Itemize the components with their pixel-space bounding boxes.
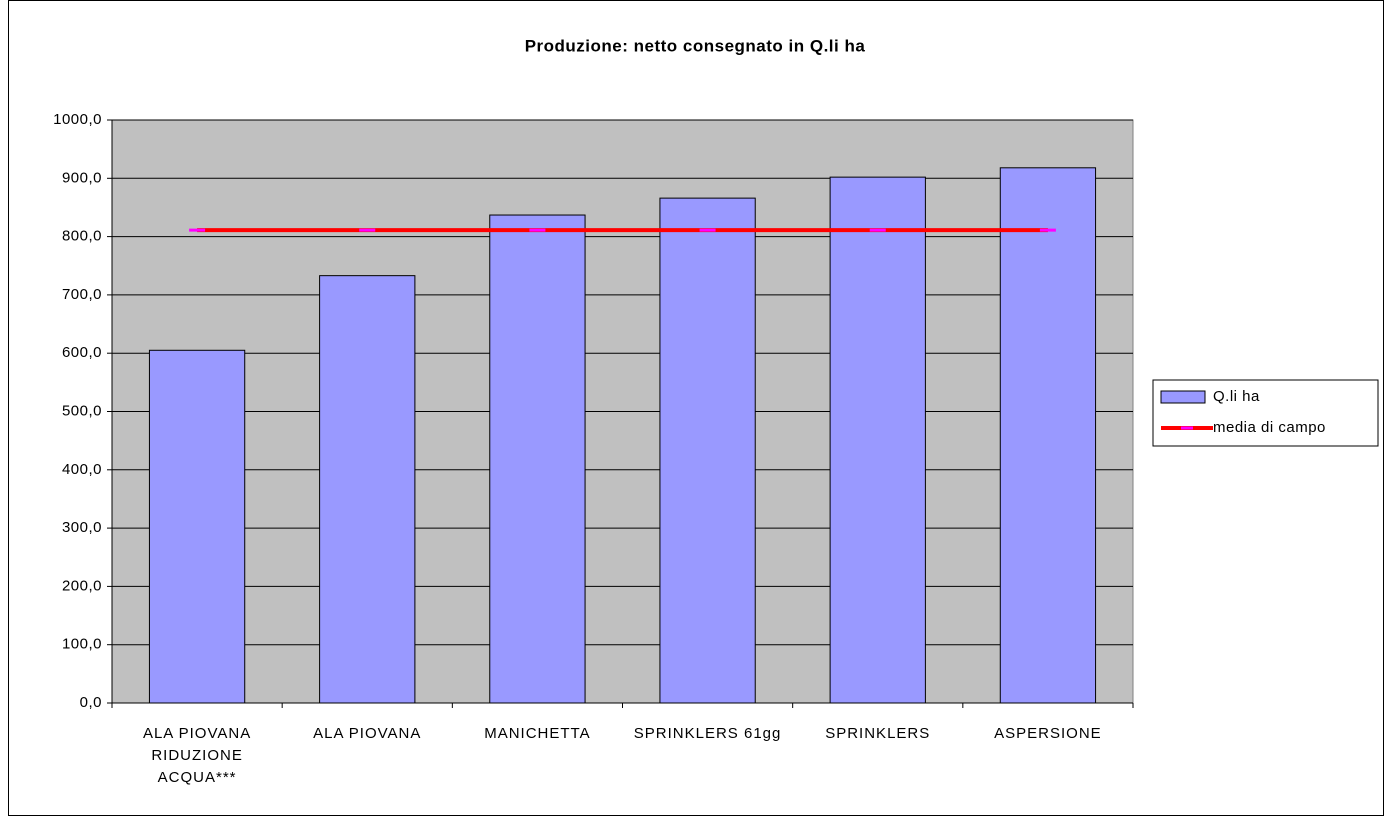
x-tick-label: ALA PIOVANA [313, 725, 422, 742]
y-tick-label: 0,0 [80, 694, 102, 711]
y-tick-label: 300,0 [62, 519, 102, 536]
y-tick-label: 800,0 [62, 228, 102, 245]
y-tick-label: 600,0 [62, 344, 102, 361]
legend-label: media di campo [1213, 419, 1326, 436]
legend-box [1152, 379, 1379, 447]
x-tick-label: MANICHETTA [484, 725, 591, 742]
chart-title: Produzione: netto consegnato in Q.li ha [525, 36, 866, 55]
x-tick-label: SPRINKLERS 61gg [633, 725, 782, 742]
x-tick-label: ASPERSIONE [994, 725, 1102, 742]
bar [999, 167, 1097, 704]
bar [829, 176, 926, 704]
y-tick-label: 700,0 [62, 286, 102, 303]
y-tick-label: 900,0 [62, 169, 102, 186]
y-tick-label: 1000,0 [53, 111, 102, 128]
legend-swatch [1160, 390, 1206, 404]
x-tick-label: ALA PIOVANA RIDUZIONE ACQUA*** [142, 725, 252, 786]
y-tick-label: 500,0 [62, 402, 102, 419]
x-tick-label: SPRINKLERS [825, 725, 931, 742]
y-tick-label: 100,0 [62, 636, 102, 653]
bar [489, 214, 586, 704]
y-tick-label: 400,0 [62, 461, 102, 478]
bar [659, 197, 756, 704]
legend-label: Q.li ha [1213, 388, 1260, 405]
y-tick-label: 200,0 [62, 577, 102, 594]
bar [319, 275, 416, 704]
bar [148, 349, 246, 704]
